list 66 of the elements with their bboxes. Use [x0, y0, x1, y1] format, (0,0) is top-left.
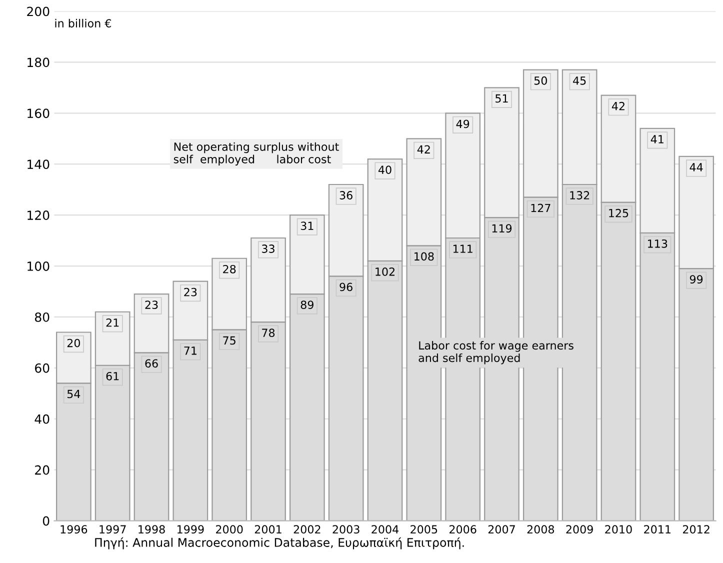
y-axis-title: in billion € [55, 18, 111, 28]
data-label: 42 [417, 145, 430, 154]
x-tick-label: 2005 [410, 525, 438, 534]
data-label: 61 [106, 372, 119, 380]
series-label: Labor cost for wage earners and self employed [418, 341, 574, 364]
x-tick-label: 2011 [644, 525, 671, 534]
data-label: 36 [340, 191, 352, 200]
x-tick-label: 2006 [450, 525, 476, 534]
data-label: 40 [378, 166, 392, 174]
y-tick-label: 80 [35, 312, 50, 322]
data-label: 28 [223, 264, 236, 274]
series-label: Net operating surplus without self employed labor cost [174, 142, 339, 166]
y-tick-label: 100 [28, 261, 50, 271]
x-tick-label: 1997 [100, 525, 126, 534]
x-tick-label: 1996 [60, 525, 88, 534]
data-label: 111 [453, 244, 472, 253]
data-label: 45 [573, 76, 586, 85]
x-tick-label: 2004 [372, 525, 399, 534]
x-tick-label: 2008 [527, 525, 554, 534]
data-label: 50 [534, 76, 547, 85]
data-label: 113 [648, 239, 668, 248]
data-label: 108 [414, 252, 434, 261]
x-tick-label: 2012 [682, 525, 710, 534]
x-tick-label: 1998 [138, 525, 165, 534]
y-tick-label: 140 [28, 160, 50, 170]
y-tick-label: 160 [28, 108, 50, 118]
data-label: 119 [492, 224, 512, 233]
data-label: 132 [570, 191, 590, 200]
data-label: 66 [145, 359, 158, 368]
data-label: 41 [650, 135, 664, 144]
data-label: 75 [223, 336, 236, 345]
data-label: 102 [376, 267, 394, 276]
data-label: 49 [456, 120, 470, 128]
data-label: 33 [262, 244, 274, 253]
data-label: 23 [145, 300, 158, 310]
y-tick-label: 200 [27, 6, 50, 16]
y-tick-label: 20 [35, 465, 50, 475]
data-label: 54 [67, 390, 80, 398]
y-tick-label: 60 [35, 363, 50, 373]
x-tick-label: 2009 [566, 525, 593, 534]
data-label: 127 [531, 204, 550, 212]
text: Πηγή: Annual Macroeconomic Database, Ευρωπαϊκή Επιτροπή. [95, 537, 464, 550]
data-label: 78 [262, 328, 275, 338]
y-tick-label: 120 [28, 210, 50, 220]
x-tick-label: 2010 [605, 525, 632, 534]
data-label: 71 [184, 346, 196, 355]
y-tick-label: 180 [28, 58, 50, 68]
data-label: 125 [609, 208, 628, 218]
x-tick-label: 2007 [488, 525, 515, 534]
data-label: 89 [300, 300, 314, 310]
data-label: 44 [690, 163, 703, 172]
data-label: 20 [67, 338, 80, 348]
data-label: 51 [496, 94, 508, 103]
data-label: 21 [106, 318, 119, 327]
data-label: 99 [690, 275, 703, 284]
x-tick-label: 1999 [178, 525, 204, 534]
x-tick-label: 2001 [254, 525, 282, 534]
x-tick-label: 2000 [216, 525, 243, 534]
data-label: 31 [300, 222, 314, 230]
x-tick-label: 2002 [294, 525, 320, 534]
x-tick-label: 2003 [332, 525, 360, 534]
data-label: 96 [340, 282, 352, 292]
data-label: 42 [612, 102, 624, 110]
data-label: 23 [184, 288, 197, 296]
y-tick-label: 40 [34, 414, 50, 424]
y-tick-label: 0 [42, 516, 50, 526]
